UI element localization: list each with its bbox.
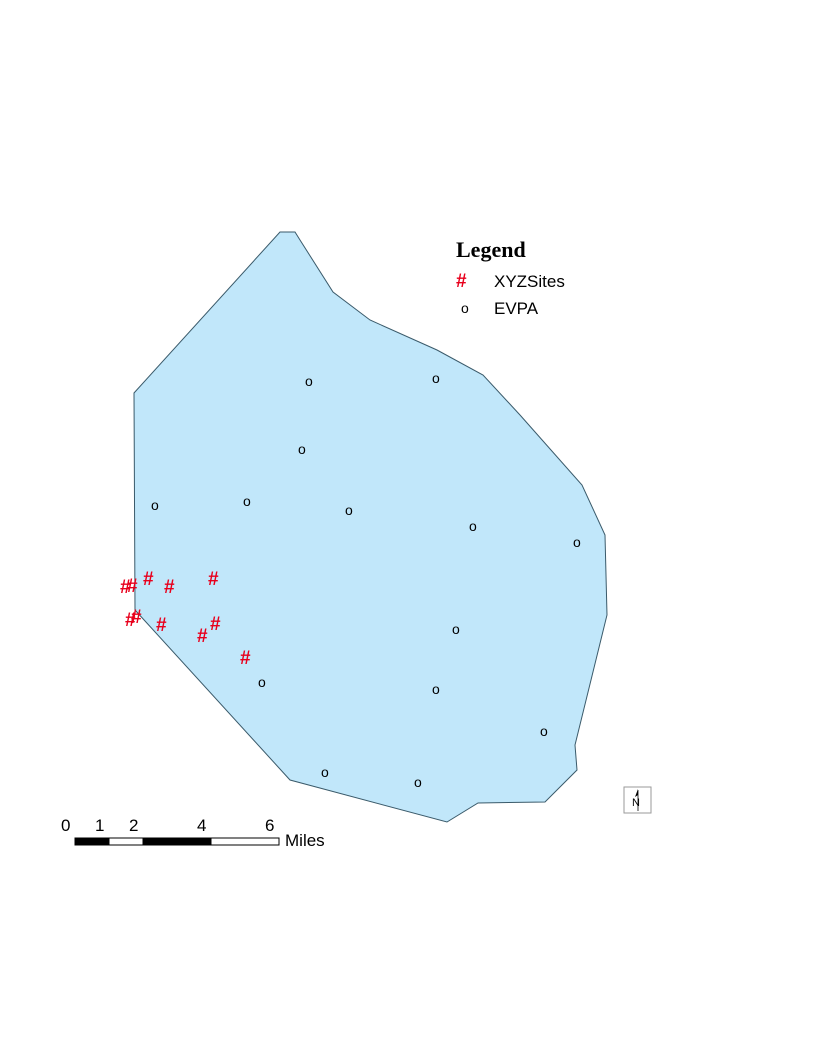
xyzsite-point: # [143, 569, 154, 590]
scale-segment [142, 837, 212, 846]
evpa-point: o [432, 681, 440, 697]
evpa-point: o [540, 723, 548, 739]
scale-bar: 0 1 2 4 6 Miles [61, 816, 325, 850]
xyzsite-point: # [120, 577, 131, 598]
legend-title: Legend [456, 237, 526, 262]
legend-symbol-evpa: o [461, 300, 469, 316]
xyzsite-point: # [125, 610, 136, 631]
evpa-layer: o o o o o o o o o o o o o o [151, 370, 581, 790]
legend: Legend # XYZSites o EVPA [456, 237, 565, 318]
scale-tick-label: 1 [95, 816, 104, 835]
scale-segment [210, 837, 280, 846]
xyzsite-point: # [127, 576, 138, 597]
legend-label-xyzsites: XYZSites [494, 272, 565, 291]
evpa-point: o [258, 674, 266, 690]
legend-symbol-xyzsites: # [456, 271, 467, 292]
evpa-point: o [469, 518, 477, 534]
scale-segment [74, 837, 110, 846]
north-arrow-label: N [632, 797, 640, 809]
legend-label-evpa: EVPA [494, 299, 539, 318]
scale-tick-label: 0 [61, 816, 70, 835]
xyzsite-point: # [156, 615, 167, 636]
xyzsite-point: # [210, 614, 221, 635]
xyzsite-point: # [164, 577, 175, 598]
xyzsites-layer: # # # # # # # # # # # [120, 569, 251, 669]
xyzsite-point: # [240, 648, 251, 669]
xyzsite-point: # [208, 569, 219, 590]
evpa-point: o [573, 534, 581, 550]
north-arrow: N [623, 786, 652, 814]
evpa-point: o [298, 441, 306, 457]
xyzsite-point: # [131, 607, 142, 628]
xyzsite-point: # [197, 626, 208, 647]
scale-segment [108, 837, 144, 846]
study-area-polygon [133, 231, 608, 823]
evpa-point: o [321, 764, 329, 780]
evpa-point: o [305, 373, 313, 389]
evpa-point: o [243, 493, 251, 509]
evpa-point: o [432, 370, 440, 386]
scale-tick-label: 6 [265, 816, 274, 835]
evpa-point: o [151, 497, 159, 513]
north-arrow-icon [635, 789, 639, 811]
evpa-point: o [345, 502, 353, 518]
scale-tick-label: 4 [197, 816, 206, 835]
scale-unit-label: Miles [285, 831, 325, 850]
evpa-point: o [414, 774, 422, 790]
scale-tick-label: 2 [129, 816, 138, 835]
evpa-point: o [452, 621, 460, 637]
